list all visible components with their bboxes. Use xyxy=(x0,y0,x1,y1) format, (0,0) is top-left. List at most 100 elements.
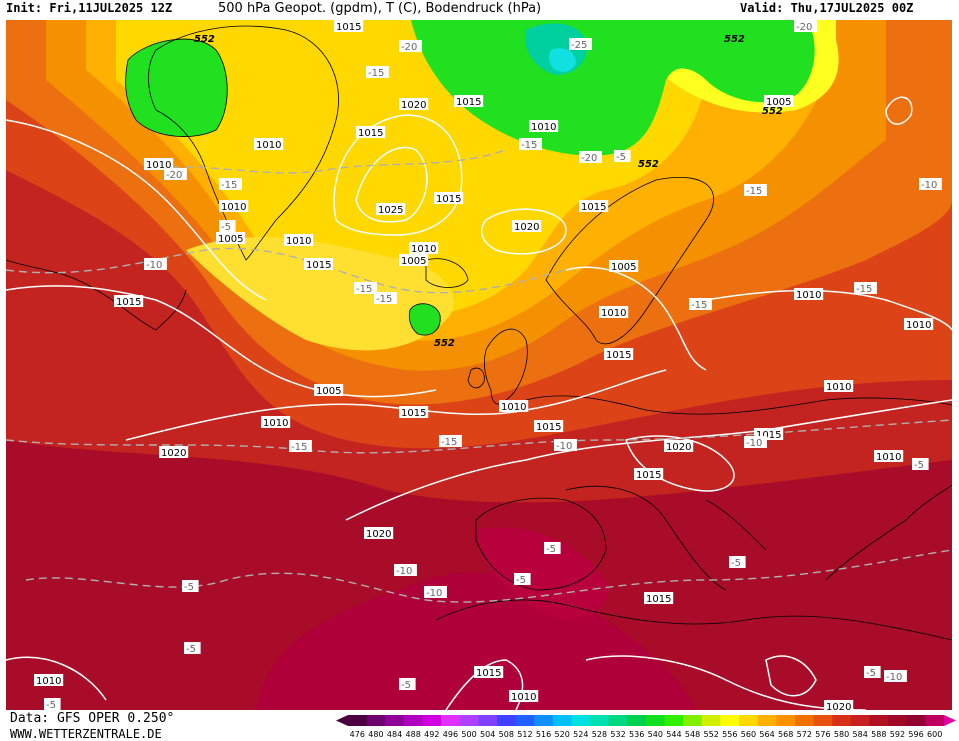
isobar-1 xyxy=(6,119,267,301)
temperature-label-bg xyxy=(219,178,242,190)
coast-iceland xyxy=(425,258,469,288)
pressure-label: 1005 xyxy=(216,232,246,245)
pressure-label-bg xyxy=(604,348,634,360)
temperature-label-text: -5 xyxy=(186,644,196,655)
temperature-label-text: -10 xyxy=(396,566,412,577)
pressure-label-text: 1015 xyxy=(358,128,383,139)
geopotential-label: 552 xyxy=(434,338,455,349)
colorbar-tick-label: 492 xyxy=(424,730,439,739)
pressure-label-bg xyxy=(314,384,344,396)
temperature-label-text: -20 xyxy=(581,153,597,164)
pressure-label-text: 1010 xyxy=(256,140,281,151)
pressure-label-text: 1005 xyxy=(611,262,636,273)
pressure-label: 1020 xyxy=(512,220,542,233)
temperature-label-bg xyxy=(912,458,929,470)
temperature-label-bg xyxy=(569,38,592,50)
pressure-label: 1015 xyxy=(579,200,609,213)
temperature-label-bg xyxy=(399,40,422,52)
pressure-label-text: 1005 xyxy=(218,234,243,245)
temperature-label: -15 xyxy=(366,66,389,79)
pressure-label-bg xyxy=(114,295,144,307)
pressure-label: 1010 xyxy=(599,306,629,319)
temperature-label: -15 xyxy=(219,178,242,191)
coast-europe-north xyxy=(525,395,952,415)
pressure-label: 1010 xyxy=(34,674,64,687)
temperature-label-text: -10 xyxy=(746,438,762,449)
pressure-label-bg xyxy=(219,200,249,212)
temperature-label-text: -15 xyxy=(521,140,537,151)
colorbar-tick-label: 560 xyxy=(741,730,756,739)
pressure-label-bg xyxy=(254,138,284,150)
pressure-label: 1015 xyxy=(399,406,429,419)
temperature-label: -5 xyxy=(182,580,199,593)
temperature-label-text: -5 xyxy=(401,680,411,691)
pressure-label-text: 1015 xyxy=(436,194,461,205)
colorbar-swatch xyxy=(571,715,591,726)
pressure-label: 1015 xyxy=(644,592,674,605)
colorbar-tick-label: 548 xyxy=(685,730,700,739)
isobar-africa-1010 xyxy=(585,655,867,710)
geopotential-labels: 552 552 552 552 552 xyxy=(194,34,783,349)
pressure-label: 1010 xyxy=(824,380,854,393)
temperature-label-text: -5 xyxy=(516,575,526,586)
isotherm-20 xyxy=(145,149,507,174)
temperature-label-text: -5 xyxy=(546,544,556,555)
colorbar-tick-label: 536 xyxy=(629,730,644,739)
pressure-labels: 1015 1020 1015 1010 1015 1010 1015 1010 1005 1025… xyxy=(34,20,934,710)
temperature-label: -15 xyxy=(374,292,397,305)
pressure-label: 1010 xyxy=(261,416,291,429)
pressure-label-bg xyxy=(376,203,406,215)
field-magenta-africa xyxy=(256,572,696,710)
colorbar-swatch xyxy=(850,715,870,726)
pressure-label-bg xyxy=(634,468,664,480)
colorbar-swatch xyxy=(478,715,498,726)
temperature-label-text: -5 xyxy=(914,460,924,471)
pressure-label-text: 1015 xyxy=(636,470,661,481)
pressure-label-bg xyxy=(304,258,334,270)
colorbar-swatch xyxy=(497,715,517,726)
colorbar-tick-label: 496 xyxy=(443,730,458,739)
geopotential-label: 552 xyxy=(724,34,745,45)
pressure-label-text: 1010 xyxy=(601,308,626,319)
colorbar-tick-label: 508 xyxy=(499,730,514,739)
temperature-label-bg xyxy=(689,298,712,310)
pressure-label: 1020 xyxy=(364,527,394,540)
colorbar-tick-label: 488 xyxy=(406,730,421,739)
pressure-label-bg xyxy=(356,126,386,138)
temperature-label-text: -5 xyxy=(731,558,741,569)
pressure-label-text: 1010 xyxy=(286,236,311,247)
temperature-label-bg xyxy=(394,564,417,576)
colorbar-tick-label: 504 xyxy=(480,730,495,739)
pressure-label-text: 1020 xyxy=(401,100,426,111)
pressure-label-text: 1025 xyxy=(378,205,403,216)
isobar-high-1020 xyxy=(333,114,463,236)
pressure-label-text: 1010 xyxy=(826,382,851,393)
isobar-egypt-1010 xyxy=(765,655,817,697)
pressure-label-bg xyxy=(644,592,674,604)
colorbar-tick-label: 556 xyxy=(722,730,737,739)
temperature-label-bg xyxy=(44,698,61,710)
init-time: Init: Fri,11JUL2025 12Z xyxy=(6,1,173,15)
temperature-label-bg xyxy=(519,138,542,150)
pressure-label-text: 1010 xyxy=(531,122,556,133)
pressure-label-bg xyxy=(34,674,64,686)
temperature-label-bg xyxy=(729,556,746,568)
pressure-label-text: 1015 xyxy=(456,97,481,108)
temperature-label: -5 xyxy=(544,542,561,555)
temperature-label-text: -10 xyxy=(556,441,572,452)
colorbar-tick-label: 600 xyxy=(927,730,942,739)
temperature-label-bg xyxy=(399,678,416,690)
temperature-label: -10 xyxy=(554,439,577,452)
temperature-label-bg xyxy=(184,642,201,654)
colorbar-swatch xyxy=(403,715,423,726)
pressure-label-bg xyxy=(529,120,559,132)
temperature-label: -15 xyxy=(289,440,312,453)
temperature-label-bg xyxy=(219,220,236,232)
colorbar-tick-label: 584 xyxy=(853,730,868,739)
temperature-label: -20 xyxy=(794,20,817,33)
pressure-label: 1005 xyxy=(314,384,344,397)
temperature-label-text: -10 xyxy=(886,672,902,683)
temperature-label-text: -20 xyxy=(166,170,182,181)
map-header: Init: Fri,11JUL2025 12Z 500 hPa Geopot. … xyxy=(0,0,959,20)
geopotential-label: 552 xyxy=(762,106,783,117)
